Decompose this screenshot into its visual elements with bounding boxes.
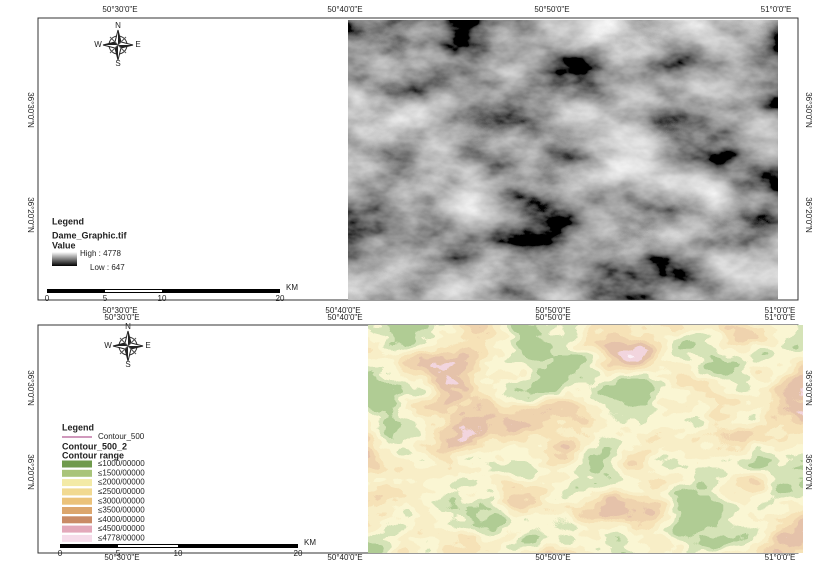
legend-title: Legend: [62, 422, 94, 432]
longitude-label: 50°30'0"E: [104, 313, 139, 322]
longitude-label: 50°50'0"E: [535, 553, 570, 562]
scale-label: 0: [45, 294, 50, 303]
legend-item: ≤2000/00000: [98, 478, 145, 487]
compass-n: N: [115, 21, 121, 30]
scale-bar: [118, 545, 178, 547]
legend-low: Low : 647: [90, 263, 125, 272]
legend-swatch: [62, 479, 92, 487]
legend-swatch: [62, 497, 92, 505]
longitude-label: 51°0'0"E: [761, 5, 792, 14]
scale-unit: KM: [286, 283, 298, 292]
longitude-label: 50°50'0"E: [535, 306, 570, 315]
legend-field: Contour range: [62, 450, 124, 460]
latitude-label: 36°30'0"N: [26, 370, 35, 406]
legend-swatch: [62, 534, 92, 542]
legend-item: ≤4000/00000: [98, 515, 145, 524]
compass-w: W: [104, 341, 112, 350]
contour-image: [368, 325, 803, 553]
legend-field: Value: [52, 240, 76, 250]
latitude-label: 36°20'0"N: [804, 454, 813, 490]
scale-label: 10: [174, 549, 183, 558]
gradient-swatch: [52, 252, 77, 266]
compass-e: E: [135, 40, 140, 49]
legend-swatch: [62, 469, 92, 477]
scale-label: 20: [294, 549, 303, 558]
scale-label: 10: [158, 294, 167, 303]
longitude-label: 50°50'0"E: [535, 313, 570, 322]
legend-high: High : 4778: [80, 249, 121, 258]
latitude-label: 36°30'0"N: [804, 92, 813, 128]
scale-bar: [60, 544, 298, 548]
legend-swatch: [62, 460, 92, 468]
longitude-label: 50°40'0"E: [325, 306, 360, 315]
scale-bar: [105, 290, 162, 292]
scale-label: 0: [58, 549, 63, 558]
legend-layer: Contour_500_2: [62, 441, 127, 451]
longitude-label: 50°30'0"E: [102, 5, 137, 14]
legend-item: ≤4500/00000: [98, 524, 145, 533]
latitude-label: 36°20'0"N: [804, 197, 813, 233]
legend-layer: Dame_Graphic.tif: [52, 230, 128, 240]
legend-title: Legend: [52, 216, 84, 226]
latitude-label: 36°30'0"N: [26, 92, 35, 128]
legend-swatch: [62, 507, 92, 514]
legend-item: ≤3000/00000: [98, 496, 145, 505]
legend-item: ≤2500/00000: [98, 487, 145, 496]
legend-item: ≤1500/00000: [98, 468, 145, 477]
legend-swatch: [62, 525, 92, 533]
latitude-label: 36°20'0"N: [26, 454, 35, 490]
compass-e: E: [145, 341, 150, 350]
scale-bar: [47, 289, 280, 293]
longitude-label: 51°0'0"E: [765, 313, 796, 322]
longitude-label: 50°40'0"E: [327, 5, 362, 14]
compass-s: S: [115, 59, 120, 68]
compass-w: W: [94, 40, 102, 49]
longitude-label: 51°0'0"E: [765, 553, 796, 562]
legend-item: ≤3500/00000: [98, 506, 145, 515]
scale-unit: KM: [304, 538, 316, 547]
latitude-label: 36°20'0"N: [26, 197, 35, 233]
legend-swatch: [62, 488, 92, 496]
legend-item: ≤4778/00000: [98, 534, 145, 543]
longitude-label: 50°50'0"E: [534, 5, 569, 14]
scale-label: 20: [276, 294, 285, 303]
longitude-label: 50°30'0"E: [102, 306, 137, 315]
scale-label: 5: [116, 549, 121, 558]
legend-swatch: [62, 516, 92, 524]
latitude-label: 36°30'0"N: [804, 370, 813, 406]
compass-n: N: [125, 322, 131, 331]
compass-s: S: [125, 360, 130, 369]
scale-label: 5: [103, 294, 108, 303]
longitude-label: 50°40'0"E: [327, 553, 362, 562]
legend-item: ≤1000/00000: [98, 459, 145, 468]
longitude-label: 50°40'0"E: [327, 313, 362, 322]
legend-line-layer: Contour_500: [98, 432, 145, 441]
longitude-label: 50°30'0"E: [104, 553, 139, 562]
dem-image: [348, 20, 778, 300]
longitude-label: 51°0'0"E: [765, 306, 796, 315]
